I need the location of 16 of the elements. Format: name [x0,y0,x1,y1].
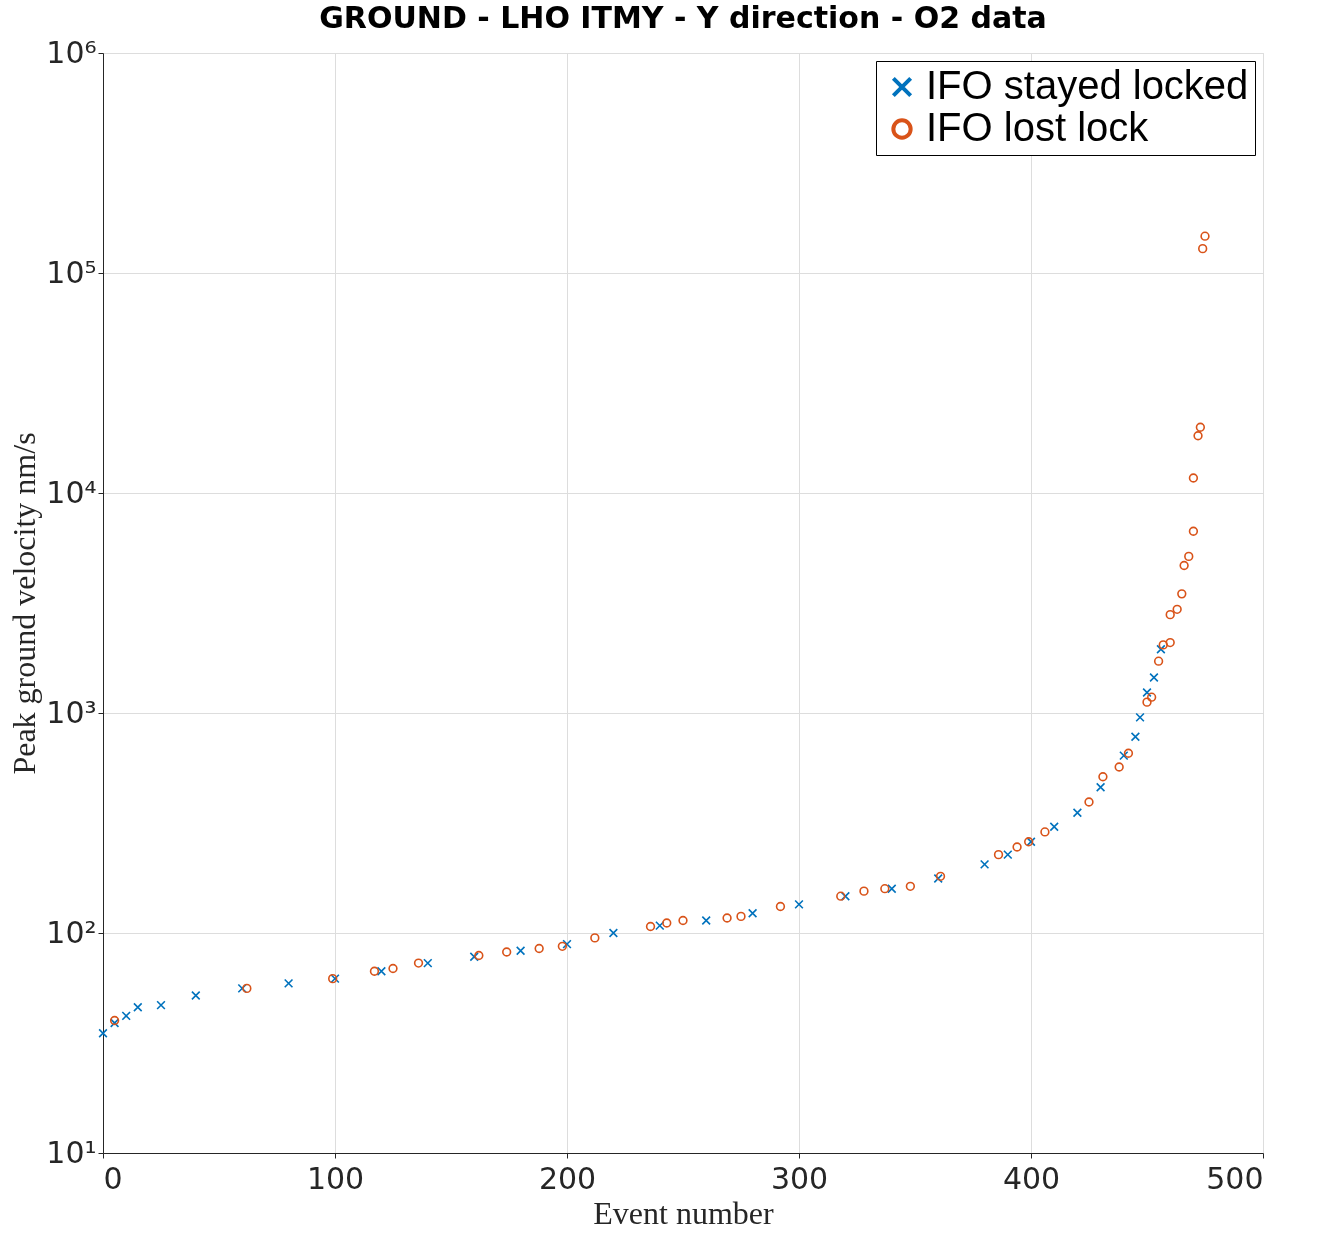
y-axis-title: Peak ground velocity nm/s [6,432,43,775]
x-tick-label: 0 [103,1160,123,1196]
chart-title: GROUND - LHO ITMY - Y direction - O2 data [319,0,1047,35]
x-axis-title: Event number [593,1194,775,1231]
y-tick-label: 10⁴ [46,474,97,510]
y-tick-label: 10² [46,914,97,950]
legend-label: IFO stayed locked [926,63,1249,107]
x-tick-label: 100 [306,1160,365,1196]
y-tick-label: 10³ [46,694,97,730]
x-tick-label: 200 [538,1160,597,1196]
x-tick-label: 500 [1206,1160,1264,1196]
y-tick-label: 10¹ [46,1134,97,1170]
x-tick-label: 400 [1002,1160,1061,1196]
y-tick-label: 10⁵ [46,254,97,290]
x-tick-label: 300 [770,1160,829,1196]
y-tick-label: 10⁶ [46,34,97,70]
